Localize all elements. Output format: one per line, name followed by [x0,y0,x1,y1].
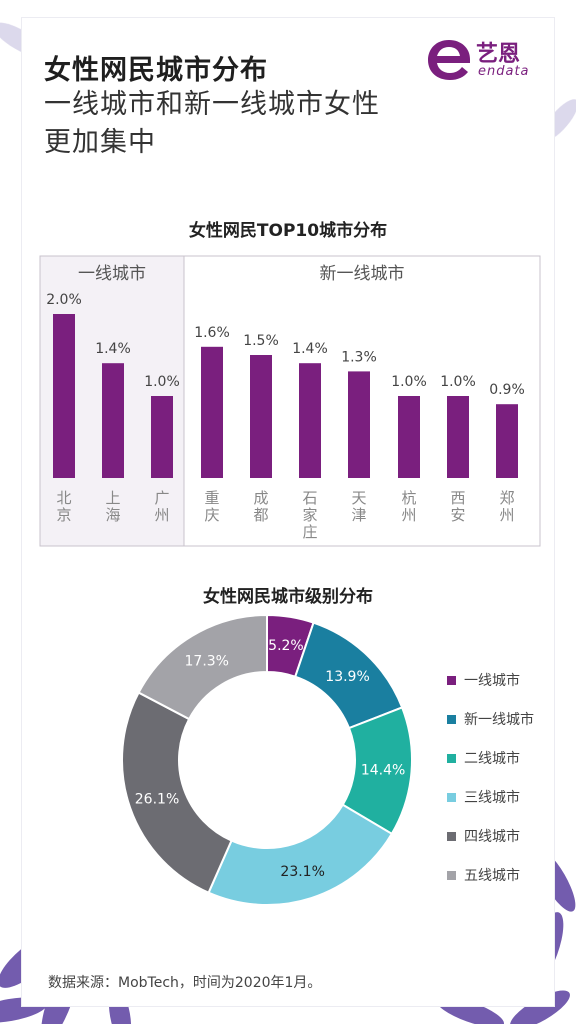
e-logo-icon [428,40,470,80]
legend-swatch [447,714,456,724]
group-label-tier1: 一线城市 [78,264,146,284]
legend-label: 二线城市 [464,751,520,767]
category-label-杭州: 杭州 [401,489,416,524]
bar-天津 [348,371,370,478]
bar-北京 [53,314,75,478]
legend-swatch [447,675,456,685]
category-label-天津: 天津 [351,489,366,524]
legend-swatch [447,792,456,802]
legend-label: 一线城市 [464,673,520,689]
top10-city-bar-chart: 一线城市 新一线城市 2.0% 北京 1.4% 上海 1.0% 广州 1.6% 重庆 1.5% 成都 1… [39,255,541,547]
category-label-石家庄: 石家庄 [302,489,317,541]
city-tier-donut-chart: 5.2% 13.9% 14.4% 23.1% 26.1% 17.3% [121,613,413,906]
category-label-广州: 广州 [154,489,169,524]
bar-value-label: 1.0% [391,374,427,390]
bar-value-label: 1.3% [341,349,377,365]
legend-item: 四线城市 [447,826,534,846]
category-label-北京: 北京 [56,489,71,524]
donut-slice-三线城市 [207,803,394,906]
legend-item: 二线城市 [447,748,534,768]
legend-label: 新一线城市 [464,712,534,728]
legend-item: 三线城市 [447,787,534,807]
data-source-note: 数据来源：MobTech，时间为2020年1月。 [48,975,322,991]
bar-chart-title: 女性网民TOP10城市分布 [188,221,388,241]
bar-value-label: 1.0% [440,374,476,390]
category-label-西安: 西安 [450,489,465,524]
category-label-成都: 成都 [253,489,268,524]
bar-杭州 [398,396,420,478]
bar-value-label: 1.5% [243,333,279,349]
legend-swatch [447,870,456,880]
legend-label: 五线城市 [464,868,520,884]
donut-slice-五线城市 [137,613,268,721]
category-label-郑州: 郑州 [499,489,514,524]
bar-西安 [447,396,469,478]
legend-swatch [447,831,456,841]
group-label-new-tier1: 新一线城市 [320,264,405,284]
donut-legend: 一线城市新一线城市二线城市三线城市四线城市五线城市 [447,670,534,904]
bar-成都 [250,355,272,478]
new-tier1-panel [183,255,541,547]
page-title: 女性网民城市分布 [44,55,268,86]
endata-logo: 艺恩 endata [424,36,542,84]
bar-value-label: 1.6% [194,325,230,341]
donut-value-label: 17.3% [185,653,229,669]
bar-value-label: 2.0% [46,292,82,308]
bar-上海 [102,363,124,478]
bar-value-label: 0.9% [489,382,525,398]
bar-value-label: 1.4% [95,341,131,357]
bar-广州 [151,396,173,478]
donut-value-label: 26.1% [135,791,179,807]
category-label-上海: 上海 [105,489,120,524]
bar-石家庄 [299,363,321,478]
legend-label: 四线城市 [464,829,520,845]
logo-chinese-text: 艺恩 [476,42,521,67]
bar-郑州 [496,404,518,478]
donut-slice-四线城市 [121,691,233,895]
donut-value-label: 13.9% [325,669,369,685]
logo-english-text: endata [478,64,530,79]
category-label-重庆: 重庆 [204,489,219,524]
donut-value-label: 14.4% [361,763,405,779]
bar-重庆 [201,346,223,478]
donut-chart-title: 女性网民城市级别分布 [203,587,373,607]
legend-item: 新一线城市 [447,709,534,729]
bar-value-label: 1.4% [292,341,328,357]
bar-value-label: 1.0% [144,374,180,390]
legend-swatch [447,753,456,763]
page-subtitle: 一线城市和新一线城市女性更加集中 [44,89,380,158]
legend-item: 一线城市 [447,670,534,690]
legend-label: 三线城市 [464,790,520,806]
donut-value-label: 5.2% [268,638,304,654]
donut-value-label: 23.1% [280,864,324,880]
legend-item: 五线城市 [447,865,534,885]
